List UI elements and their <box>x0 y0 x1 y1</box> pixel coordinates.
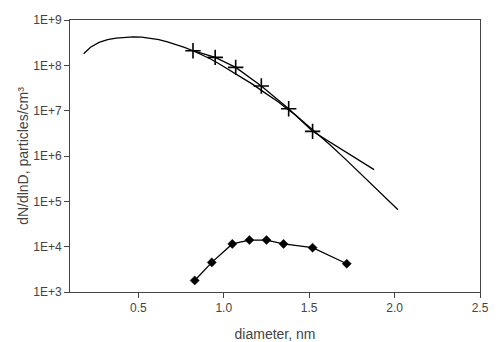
svg-text:0.5: 0.5 <box>130 301 147 315</box>
svg-text:diameter, nm: diameter, nm <box>235 326 316 342</box>
svg-text:1E+9: 1E+9 <box>33 13 62 27</box>
svg-text:1E+7: 1E+7 <box>33 104 62 118</box>
svg-text:1.0: 1.0 <box>215 301 232 315</box>
svg-text:1E+6: 1E+6 <box>33 149 62 163</box>
svg-text:dN/dlnD, particles/cm³: dN/dlnD, particles/cm³ <box>15 87 31 225</box>
svg-text:1E+3: 1E+3 <box>33 285 62 299</box>
svg-text:2.0: 2.0 <box>386 301 403 315</box>
svg-text:2.5: 2.5 <box>472 301 489 315</box>
svg-text:1E+5: 1E+5 <box>33 195 62 209</box>
svg-text:1.5: 1.5 <box>301 301 318 315</box>
svg-text:1E+8: 1E+8 <box>33 59 62 73</box>
svg-text:1E+4: 1E+4 <box>33 240 62 254</box>
